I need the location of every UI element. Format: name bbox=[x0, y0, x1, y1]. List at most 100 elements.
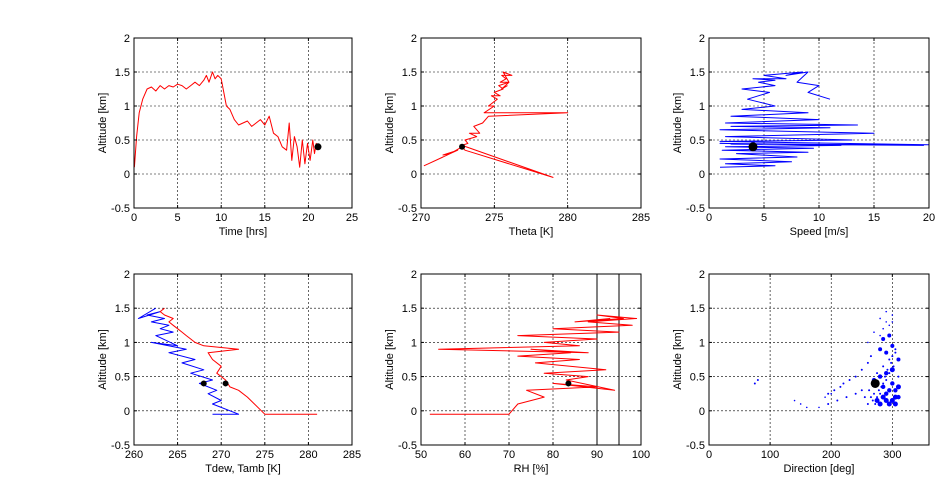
axes-box bbox=[708, 273, 930, 446]
y-tick-label: 1.5 bbox=[115, 67, 130, 79]
y-tick-label: 0 bbox=[699, 406, 705, 418]
x-tick-label: 80 bbox=[547, 449, 559, 461]
x-tick-label: 10 bbox=[215, 212, 227, 224]
data-point bbox=[879, 334, 881, 337]
series-group bbox=[753, 310, 901, 409]
data-point bbox=[842, 382, 845, 385]
marker-point bbox=[870, 378, 880, 388]
marker-point bbox=[314, 143, 322, 151]
y-tick-label: -0.5 bbox=[686, 440, 705, 452]
data-point bbox=[884, 391, 889, 396]
data-point bbox=[883, 398, 889, 404]
y-tick-label: -0.5 bbox=[111, 203, 130, 215]
data-point bbox=[860, 389, 863, 392]
chart-rh: 50 60 70 80 90 100 -0.5 0 0.5 1 1.5 2 RH [%] Altitude… bbox=[384, 269, 650, 475]
data-point bbox=[867, 341, 869, 344]
y-axis-label: Altitude [km] bbox=[384, 93, 396, 154]
x-tick-label: 90 bbox=[591, 449, 603, 461]
series-line-1 bbox=[719, 71, 929, 168]
series-group bbox=[134, 71, 319, 168]
x-axis-label: Time [hrs] bbox=[219, 226, 268, 238]
y-tick-label: 1 bbox=[699, 337, 705, 349]
x-tick-label: 5 bbox=[761, 212, 767, 224]
data-point bbox=[882, 327, 884, 330]
series-line-1 bbox=[423, 71, 569, 178]
data-point bbox=[897, 375, 900, 378]
data-point bbox=[891, 314, 894, 316]
data-point bbox=[827, 392, 830, 395]
data-point bbox=[892, 401, 898, 407]
x-axis-label: Speed [m/s] bbox=[790, 226, 849, 238]
data-point bbox=[876, 372, 879, 375]
y-tick-label: 1.5 bbox=[115, 303, 130, 315]
y-tick-label: 0 bbox=[411, 406, 417, 418]
x-tick-label: 200 bbox=[822, 449, 840, 461]
x-tick-label: 0 bbox=[131, 212, 137, 224]
marker-point bbox=[222, 380, 229, 387]
data-point bbox=[866, 402, 869, 405]
data-point bbox=[799, 403, 802, 405]
x-tick-label: 0 bbox=[706, 212, 712, 224]
x-tick-label: 15 bbox=[868, 212, 880, 224]
y-tick-label: 1.5 bbox=[690, 303, 705, 315]
plot-area bbox=[709, 274, 929, 445]
marker-point bbox=[748, 142, 758, 152]
x-tick-label: 100 bbox=[761, 449, 779, 461]
chart-tdew: 260 265 270 275 280 285 -0.5 0 0.5 1 1.5 2 Tdew, Tam… bbox=[97, 269, 361, 475]
y-tick-label: 1 bbox=[124, 337, 130, 349]
data-point bbox=[894, 348, 897, 351]
y-tick-label: 0.5 bbox=[402, 135, 417, 147]
data-point bbox=[893, 388, 898, 393]
axes-box bbox=[420, 37, 642, 209]
y-tick-label: 1.5 bbox=[402, 303, 417, 315]
x-tick-label: 5 bbox=[175, 212, 181, 224]
data-point bbox=[854, 392, 857, 395]
data-point bbox=[888, 324, 891, 327]
data-point bbox=[884, 375, 886, 378]
y-tick-label: 0.5 bbox=[402, 372, 417, 384]
data-point bbox=[888, 358, 891, 361]
data-point bbox=[833, 389, 836, 392]
data-point bbox=[884, 350, 889, 355]
data-point bbox=[868, 389, 871, 392]
series-group bbox=[429, 314, 638, 415]
y-tick-label: 2 bbox=[411, 269, 417, 281]
data-point bbox=[890, 361, 893, 364]
y-tick-label: 0 bbox=[411, 169, 417, 181]
data-point bbox=[871, 399, 874, 402]
axes-box bbox=[133, 273, 353, 446]
y-tick-label: 0 bbox=[699, 169, 705, 181]
x-tick-label: 260 bbox=[125, 449, 143, 461]
x-tick-label: 10 bbox=[813, 212, 825, 224]
data-point bbox=[854, 375, 857, 378]
y-tick-label: 0 bbox=[124, 169, 130, 181]
series-group bbox=[423, 71, 569, 178]
data-point bbox=[882, 365, 885, 368]
data-point bbox=[879, 317, 881, 320]
data-point bbox=[839, 385, 842, 388]
x-tick-label: 50 bbox=[415, 449, 427, 461]
data-point bbox=[848, 379, 851, 382]
data-point bbox=[756, 379, 759, 382]
data-point bbox=[874, 402, 877, 405]
data-point bbox=[873, 392, 875, 395]
y-tick-label: 0.5 bbox=[690, 135, 705, 147]
data-point bbox=[890, 381, 895, 386]
plot-area bbox=[421, 274, 641, 445]
y-tick-label: 0.5 bbox=[690, 372, 705, 384]
x-tick-label: 280 bbox=[558, 212, 576, 224]
data-point bbox=[845, 396, 848, 399]
data-point bbox=[878, 347, 883, 352]
y-tick-label: -0.5 bbox=[686, 203, 705, 215]
data-point bbox=[892, 394, 898, 400]
y-tick-label: 1 bbox=[411, 337, 417, 349]
y-tick-label: 2 bbox=[699, 33, 705, 45]
x-tick-label: 275 bbox=[485, 212, 503, 224]
data-point bbox=[873, 331, 875, 333]
data-point bbox=[888, 372, 891, 375]
data-point bbox=[753, 382, 756, 385]
data-point bbox=[830, 392, 833, 395]
axes-box bbox=[420, 273, 642, 446]
